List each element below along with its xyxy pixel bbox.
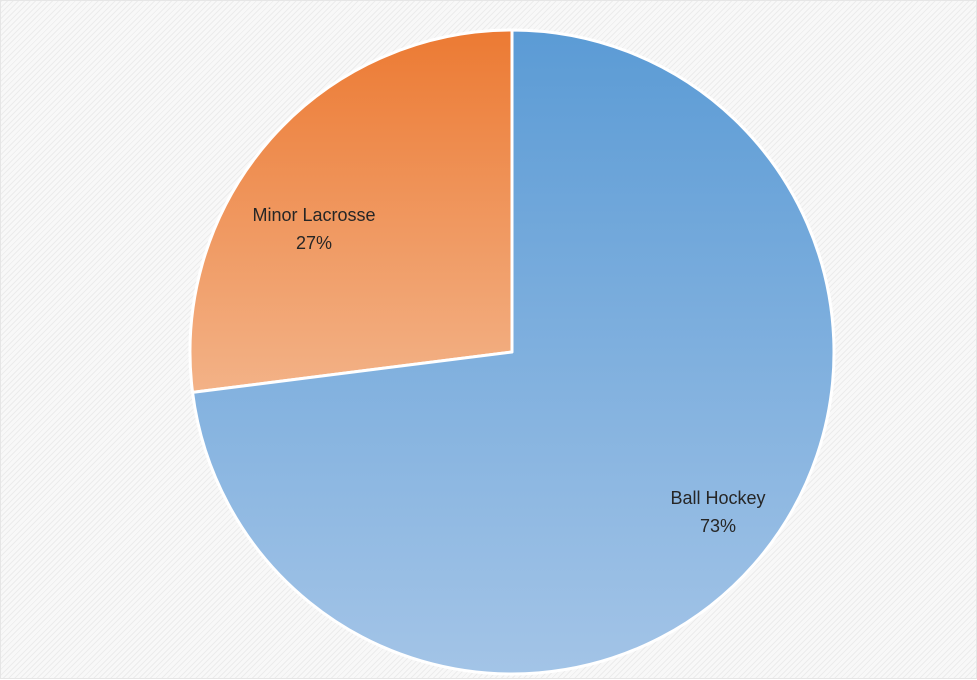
- slice-label-ball-hockey-percent: 73%: [700, 516, 736, 536]
- pie-slices: [188, 28, 836, 676]
- slice-label-ball-hockey-name: Ball Hockey: [670, 488, 765, 508]
- slice-label-minor-lacrosse-name: Minor Lacrosse: [252, 205, 375, 225]
- slice-label-minor-lacrosse-percent: 27%: [296, 233, 332, 253]
- pie-slice-ball-hockey: [191, 28, 836, 676]
- pie-slice-minor-lacrosse: [188, 28, 514, 394]
